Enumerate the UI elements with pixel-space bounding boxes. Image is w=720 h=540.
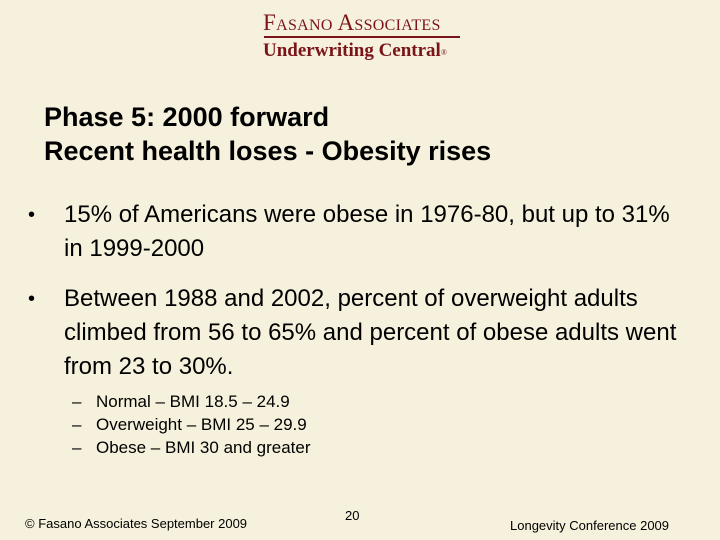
sub-bullet-text: Obese – BMI 30 and greater	[96, 438, 311, 457]
bullet-text: 15% of Americans were obese in 1976-80, …	[64, 201, 670, 262]
footer-event: Longevity Conference 2009	[510, 518, 670, 533]
sub-bullet-item: – Overweight – BMI 25 – 29.9	[72, 413, 311, 436]
slide-title-line-1: Phase 5: 2000 forward	[44, 102, 330, 132]
sub-bullet-text: Overweight – BMI 25 – 29.9	[96, 415, 307, 434]
slide-title-line-2: Recent health loses - Obesity rises	[44, 136, 492, 166]
bullet-symbol: •	[28, 204, 36, 226]
slide-title: Phase 5: 2000 forward Recent health lose…	[44, 100, 491, 168]
logo-divider	[264, 36, 460, 38]
logo-company-name: Fasano Associates	[263, 10, 441, 35]
bullet-list: • 15% of Americans were obese in 1976-80…	[28, 198, 688, 384]
sub-bullet-item: – Obese – BMI 30 and greater	[72, 436, 311, 459]
sub-bullet-list: – Normal – BMI 18.5 – 24.9 – Overweight – …	[72, 390, 311, 459]
bullet-text: Between 1988 and 2002, percent of overwe…	[64, 285, 677, 380]
sub-bullet-text: Normal – BMI 18.5 – 24.9	[96, 392, 290, 411]
logo-tagline: Underwriting Central®	[263, 40, 463, 62]
footer-copyright: © Fasano Associates September 2009	[25, 516, 248, 531]
bullet-item: • 15% of Americans were obese in 1976-80…	[28, 198, 688, 266]
registered-mark: ®	[440, 47, 447, 57]
sub-bullet-dash: –	[72, 392, 82, 411]
slide-page-number: 20	[345, 508, 360, 523]
sub-bullet-dash: –	[72, 438, 82, 457]
logo-tagline-text: Underwriting Central	[263, 39, 441, 61]
bullet-symbol: •	[28, 288, 36, 310]
bullet-item: • Between 1988 and 2002, percent of over…	[28, 282, 688, 384]
sub-bullet-item: – Normal – BMI 18.5 – 24.9	[72, 390, 311, 413]
sub-bullet-dash: –	[72, 415, 82, 434]
company-logo: Fasano Associates Underwriting Central®	[263, 10, 463, 62]
